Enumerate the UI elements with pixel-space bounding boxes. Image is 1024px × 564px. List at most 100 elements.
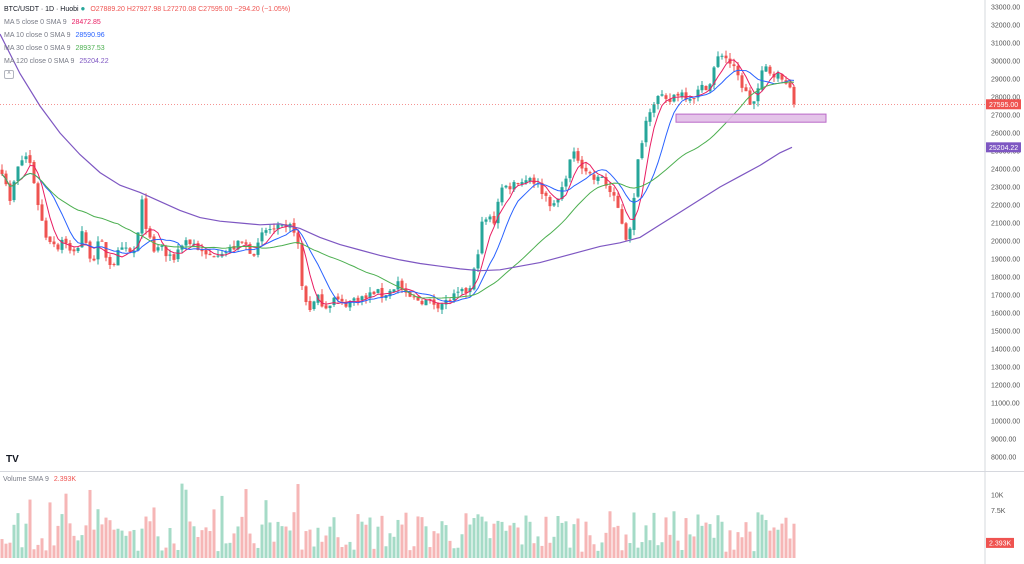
candle-body bbox=[496, 201, 500, 224]
volume-bar bbox=[208, 531, 212, 558]
volume-bar bbox=[440, 521, 444, 558]
candle-body bbox=[104, 242, 108, 258]
volume-bar bbox=[480, 516, 484, 558]
volume-bar bbox=[248, 533, 252, 558]
volume-bar bbox=[272, 541, 276, 558]
candle-body bbox=[556, 199, 560, 203]
chevron-up-icon[interactable]: ˄ bbox=[4, 69, 14, 79]
volume-bar bbox=[488, 538, 492, 558]
volume-bar bbox=[384, 546, 388, 558]
candle-body bbox=[292, 222, 296, 233]
candle-body bbox=[344, 302, 348, 307]
volume-bar bbox=[660, 542, 664, 558]
legend-ma30[interactable]: MA 30 close 0 SMA 9 28937.53 bbox=[4, 42, 290, 55]
volume-bar bbox=[336, 537, 340, 558]
candle-body bbox=[188, 239, 192, 245]
candle-body bbox=[20, 160, 24, 166]
volume-bar bbox=[224, 543, 228, 558]
volume-bar bbox=[152, 507, 156, 558]
volume-bar bbox=[160, 550, 164, 558]
candle-body bbox=[240, 241, 244, 243]
price-tick-label: 11000.00 bbox=[991, 401, 1020, 408]
candle-body bbox=[776, 73, 780, 79]
volume-bar bbox=[528, 521, 532, 558]
volume-bar bbox=[700, 525, 704, 558]
volume-bar bbox=[688, 534, 692, 558]
volume-bar bbox=[536, 536, 540, 558]
candle-body bbox=[148, 228, 152, 238]
volume-bar bbox=[460, 534, 464, 558]
legend-ma10[interactable]: MA 10 close 0 SMA 9 28590.96 bbox=[4, 29, 290, 42]
candle-body bbox=[0, 169, 4, 175]
candle-body bbox=[668, 98, 672, 102]
legend-ma5[interactable]: MA 5 close 0 SMA 9 28472.85 bbox=[4, 16, 290, 29]
candle-body bbox=[452, 293, 456, 301]
volume-bar bbox=[664, 517, 668, 558]
legend-label: MA 30 close 0 SMA 9 bbox=[4, 45, 71, 52]
candle-body bbox=[12, 181, 16, 201]
candle-body bbox=[724, 55, 728, 59]
candle-body bbox=[424, 300, 428, 306]
candle-body bbox=[56, 244, 60, 250]
candle-body bbox=[156, 247, 160, 251]
legend-label: MA 10 close 0 SMA 9 bbox=[4, 32, 71, 39]
volume-legend[interactable]: Volume SMA 9 2.393K bbox=[3, 476, 76, 483]
chart-legend: BTC/USDT · 1D · Huobi ● O27889.20 H27927… bbox=[4, 2, 290, 81]
candle-body bbox=[608, 185, 612, 193]
candle-body bbox=[68, 243, 72, 251]
volume-bar bbox=[308, 529, 312, 558]
candle-body bbox=[652, 104, 656, 113]
candle-body bbox=[376, 289, 380, 293]
volume-tick-label: 10K bbox=[991, 492, 1004, 499]
candle-body bbox=[136, 232, 140, 251]
symbol-title[interactable]: BTC/USDT · 1D · Huobi bbox=[4, 6, 79, 13]
volume-bar bbox=[324, 535, 328, 558]
support-zone bbox=[675, 113, 827, 123]
candle-body bbox=[92, 258, 96, 261]
volume-bar bbox=[200, 530, 204, 558]
volume-bar bbox=[764, 520, 768, 558]
volume-bar bbox=[328, 526, 332, 558]
candle-body bbox=[348, 301, 352, 308]
price-tick-label: 29000.00 bbox=[991, 77, 1020, 84]
volume-bar bbox=[580, 551, 584, 558]
volume-bar bbox=[72, 535, 76, 558]
candle-body bbox=[184, 240, 188, 246]
candle-body bbox=[656, 96, 660, 104]
volume-bar bbox=[612, 527, 616, 558]
candle-body bbox=[684, 92, 688, 100]
volume-bar bbox=[780, 523, 784, 558]
candle-body bbox=[172, 254, 176, 260]
volume-bar bbox=[712, 537, 716, 558]
candle-body bbox=[304, 286, 308, 303]
candle-body bbox=[364, 295, 368, 299]
candle-body bbox=[144, 198, 148, 229]
volume-bar bbox=[788, 538, 792, 558]
legend-value: 28472.85 bbox=[71, 19, 101, 26]
volume-bar bbox=[540, 545, 544, 558]
volume-bar bbox=[264, 500, 268, 558]
volume-bar bbox=[204, 527, 208, 558]
volume-bar bbox=[752, 551, 756, 558]
candle-body bbox=[480, 221, 484, 254]
candle-body bbox=[164, 246, 168, 257]
volume-bar bbox=[512, 522, 516, 558]
candle-body bbox=[360, 296, 364, 301]
volume-bar bbox=[364, 524, 368, 558]
volume-bar bbox=[468, 524, 472, 558]
candle-body bbox=[204, 249, 208, 255]
volume-bar bbox=[464, 513, 468, 558]
price-tick-label: 16000.00 bbox=[991, 311, 1020, 318]
candle-body bbox=[504, 185, 508, 188]
candle-body bbox=[596, 176, 600, 181]
tradingview-logo: TV bbox=[6, 454, 19, 465]
volume-bar bbox=[736, 532, 740, 558]
legend-ma120[interactable]: MA 120 close 0 SMA 9 25204.22 bbox=[4, 55, 290, 68]
candle-body bbox=[444, 299, 448, 305]
price-tick-label: 24000.00 bbox=[991, 167, 1020, 174]
volume-bar bbox=[716, 515, 720, 558]
candle-body bbox=[392, 289, 396, 293]
candle-body bbox=[32, 161, 36, 184]
candle-body bbox=[80, 231, 84, 248]
